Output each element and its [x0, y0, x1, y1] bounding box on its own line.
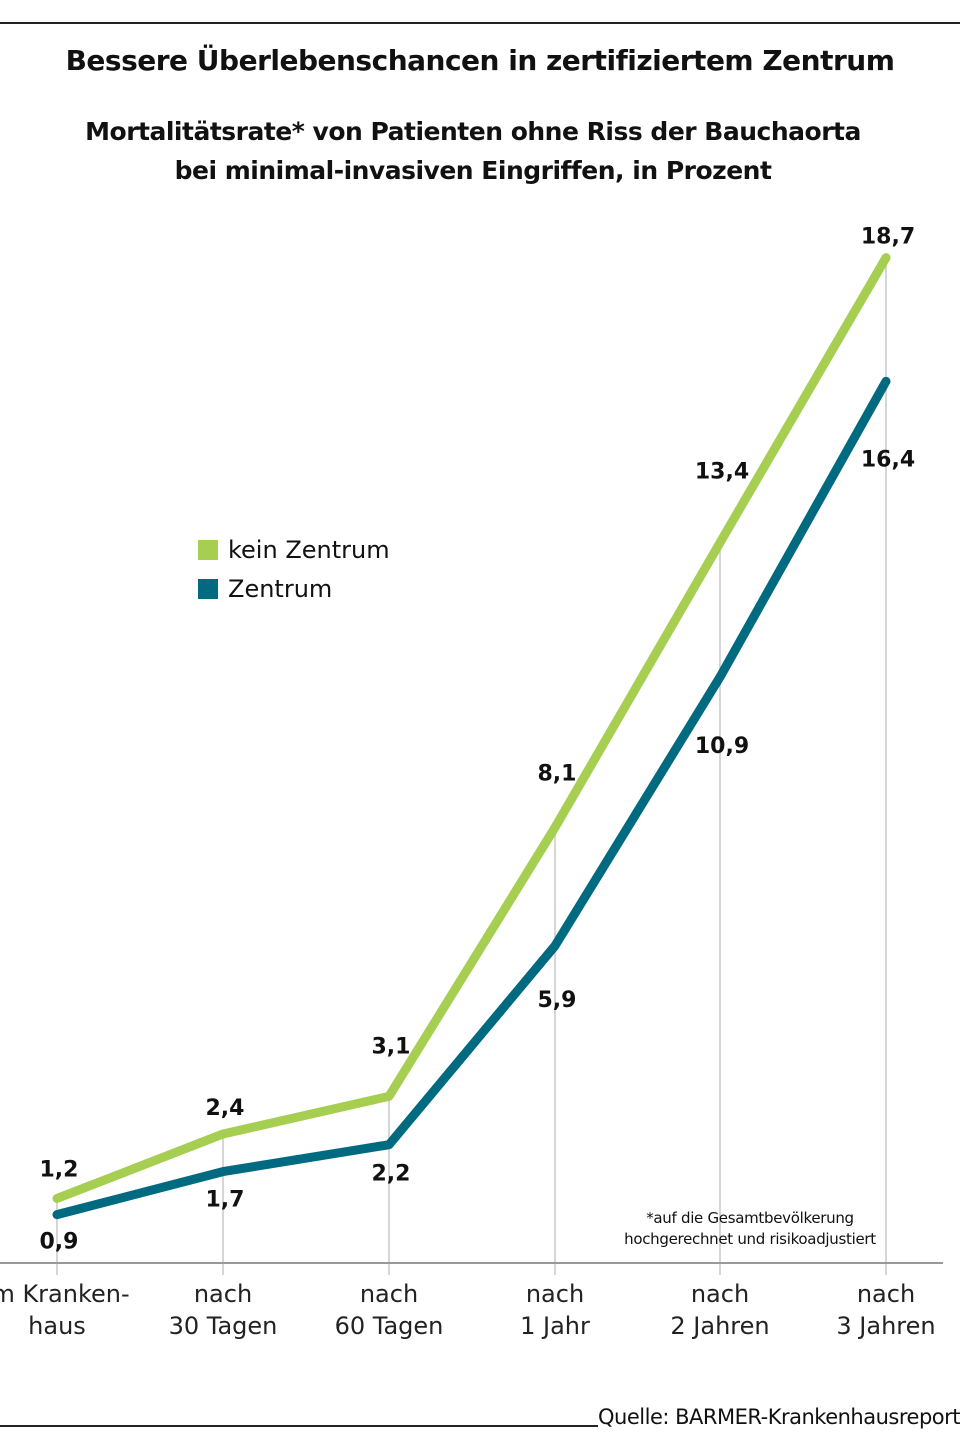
footnote-line-2: hochgerechnet und risikoadjustiert [624, 1230, 876, 1248]
legend-item-kein-zentrum: kein Zentrum [198, 530, 390, 569]
series-line-zentrum [52, 376, 891, 1220]
x-tick-label: 2 Jahren [670, 1312, 769, 1340]
data-label: 5,9 [538, 988, 577, 1013]
x-tick-label: 3 Jahren [836, 1312, 935, 1340]
x-tick-label: nach [691, 1280, 749, 1308]
legend-label: kein Zentrum [228, 535, 390, 564]
footnote: *auf die Gesamtbevölkerung hochgerechnet… [600, 1208, 900, 1250]
chart-subtitle: Mortalitätsrate* von Patienten ohne Riss… [0, 112, 946, 190]
data-label: 8,1 [538, 762, 577, 787]
x-tick-label: 30 Tagen [169, 1312, 278, 1340]
legend-swatch-zentrum [198, 578, 218, 599]
subtitle-line-1: Mortalitätsrate* von Patienten ohne Riss… [85, 117, 861, 146]
legend-label: Zentrum [228, 574, 333, 603]
source-rule [0, 1425, 598, 1427]
series-line-kein-zentrum [52, 253, 891, 1203]
data-label: 1,2 [40, 1157, 79, 1182]
source-text: Quelle: BARMER-Krankenhausreport [598, 1405, 960, 1429]
x-tick-label: nach [360, 1280, 418, 1308]
data-label: 18,7 [861, 225, 915, 250]
data-label: 3,1 [372, 1034, 411, 1059]
x-tick-label: 60 Tagen [335, 1312, 444, 1340]
data-label: 16,4 [861, 447, 915, 472]
x-tick-label: nach [526, 1280, 584, 1308]
x-tick-label: nach [857, 1280, 915, 1308]
data-label: 13,4 [695, 460, 749, 485]
data-label: 2,4 [206, 1096, 245, 1121]
footnote-line-1: *auf die Gesamtbevölkerung [646, 1209, 854, 1227]
data-label: 0,9 [40, 1230, 79, 1255]
x-tick-label: haus [28, 1312, 86, 1340]
subtitle-line-2: bei minimal-invasiven Eingriffen, in Pro… [174, 156, 772, 185]
data-label: 1,7 [206, 1188, 245, 1213]
top-rule [0, 22, 960, 24]
legend-swatch-kein-zentrum [198, 539, 218, 560]
x-tick-label: 1 Jahr [520, 1312, 590, 1340]
chart-title: Bessere Überlebenschancen in zertifizier… [65, 44, 895, 77]
x-tick-label: Im Kranken- [0, 1280, 130, 1308]
data-label: 10,9 [695, 734, 749, 759]
legend-item-zentrum: Zentrum [198, 569, 390, 608]
legend: kein Zentrum Zentrum [198, 530, 390, 608]
data-label: 2,2 [372, 1162, 411, 1187]
x-tick-label: nach [194, 1280, 252, 1308]
